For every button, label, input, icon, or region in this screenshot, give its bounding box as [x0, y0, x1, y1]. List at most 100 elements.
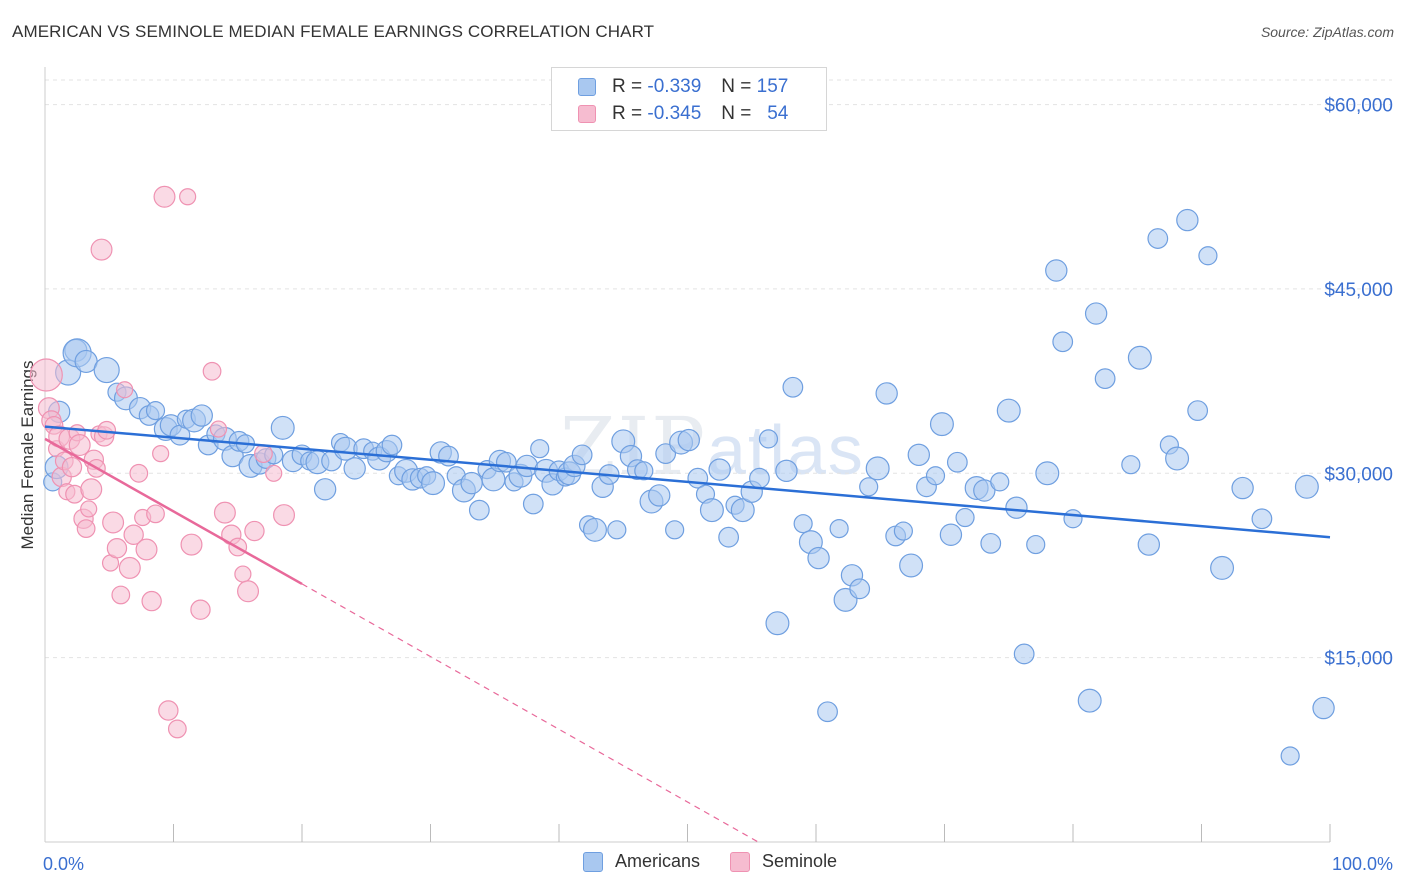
americans-point — [1312, 696, 1335, 720]
seminole-point — [209, 420, 228, 438]
americans-point — [1187, 400, 1209, 422]
legend-item-americans[interactable]: Americans — [583, 851, 700, 872]
americans-point — [793, 514, 813, 534]
y-tick-label: $60,000 — [1324, 96, 1393, 117]
americans-point — [929, 412, 954, 437]
americans-point — [190, 404, 213, 427]
seminole-point — [265, 464, 283, 482]
seminole-point — [179, 188, 197, 206]
americans-legend-label: Americans — [615, 851, 701, 871]
americans-point — [730, 498, 755, 523]
americans-swatch — [578, 78, 596, 96]
americans-point — [1198, 246, 1218, 266]
americans-trend-line — [44, 425, 1331, 539]
americans-point — [530, 439, 550, 459]
americans-point — [990, 472, 1010, 492]
americans-point — [1094, 368, 1116, 390]
americans-point — [1084, 302, 1108, 325]
americans-point — [899, 553, 924, 578]
seminole-point — [190, 599, 211, 620]
americans-legend-swatch — [583, 851, 603, 872]
x-tick-label-min: 0.0% — [43, 854, 84, 874]
americans-point — [313, 478, 337, 501]
source-label: Source: ZipAtlas.com — [1260, 24, 1394, 40]
seminole-r-value: -0.345 — [647, 103, 702, 124]
seminole-point — [123, 524, 144, 545]
americans-point — [648, 484, 671, 507]
chart-title: AMERICAN VS SEMINOLE MEDIAN FEMALE EARNI… — [12, 22, 655, 41]
seminole-point — [80, 500, 98, 518]
y-axis-label: Median Female Earnings — [18, 361, 37, 550]
americans-point — [1294, 474, 1319, 499]
seminole-point — [90, 238, 113, 261]
americans-point — [699, 498, 724, 523]
americans-point — [1035, 461, 1060, 486]
seminole-swatch — [578, 105, 596, 123]
americans-r-label: R = — [612, 76, 643, 97]
seminole-point — [167, 719, 187, 739]
americans-point — [381, 434, 403, 456]
americans-point — [775, 459, 798, 483]
americans-point — [946, 451, 968, 473]
seminole-point — [153, 185, 176, 208]
americans-point — [582, 517, 607, 542]
americans-point — [145, 401, 166, 421]
seminole-point — [213, 501, 236, 524]
seminole-point — [29, 358, 63, 392]
americans-point — [807, 546, 830, 570]
americans-point — [765, 611, 790, 636]
americans-point — [93, 356, 120, 384]
americans-point — [849, 578, 871, 600]
americans-point — [939, 523, 963, 546]
americans-point — [865, 456, 890, 481]
seminole-point — [76, 519, 96, 538]
seminole-n-value: 54 — [767, 103, 789, 124]
americans-point — [1077, 688, 1102, 713]
americans-point — [1045, 259, 1068, 282]
seminole-point — [80, 478, 103, 501]
seminole-legend-label: Seminole — [762, 851, 838, 871]
legend-item-seminole[interactable]: Seminole — [730, 851, 837, 872]
seminole-n-label: N = — [721, 103, 752, 124]
americans-point — [522, 493, 544, 515]
americans-point — [925, 466, 946, 486]
americans-point — [718, 526, 740, 548]
americans-point — [665, 520, 685, 540]
seminole-point — [135, 538, 158, 561]
americans-point — [1127, 345, 1152, 370]
correlation-legend: R = -0.339 N = 157 R = -0.345 N = 54 — [551, 67, 827, 131]
americans-point — [1147, 228, 1169, 249]
seminole-point — [152, 445, 170, 463]
legend-row-seminole: R = -0.345 N = 54 — [578, 102, 788, 126]
seminole-point — [254, 444, 273, 464]
americans-point — [708, 458, 731, 481]
seminole-point — [273, 504, 296, 527]
americans-point — [460, 471, 483, 495]
seminole-point — [237, 580, 260, 603]
series-legend: Americans Seminole — [583, 851, 867, 872]
americans-point — [758, 429, 779, 449]
americans-point — [996, 398, 1021, 423]
seminole-r-label: R = — [612, 103, 643, 124]
x-tick-label-max: 100.0% — [1332, 854, 1393, 874]
americans-point — [468, 499, 490, 521]
americans-point — [907, 443, 931, 467]
y-tick-label: $15,000 — [1324, 649, 1393, 670]
americans-point — [829, 518, 849, 539]
americans-point — [655, 443, 677, 465]
americans-point — [817, 701, 838, 723]
seminole-trend-extension — [301, 583, 759, 843]
seminole-point — [180, 533, 203, 556]
seminole-point — [61, 456, 83, 478]
y-tick-label: $45,000 — [1324, 280, 1393, 301]
americans-point — [1005, 496, 1028, 519]
seminole-point — [234, 565, 252, 583]
americans-point — [1251, 508, 1273, 530]
americans-point — [1026, 534, 1046, 555]
seminole-point — [129, 463, 149, 483]
seminole-point — [244, 520, 265, 542]
seminole-point — [158, 700, 179, 721]
americans-n-value: 157 — [756, 76, 789, 97]
seminole-point — [106, 538, 128, 559]
